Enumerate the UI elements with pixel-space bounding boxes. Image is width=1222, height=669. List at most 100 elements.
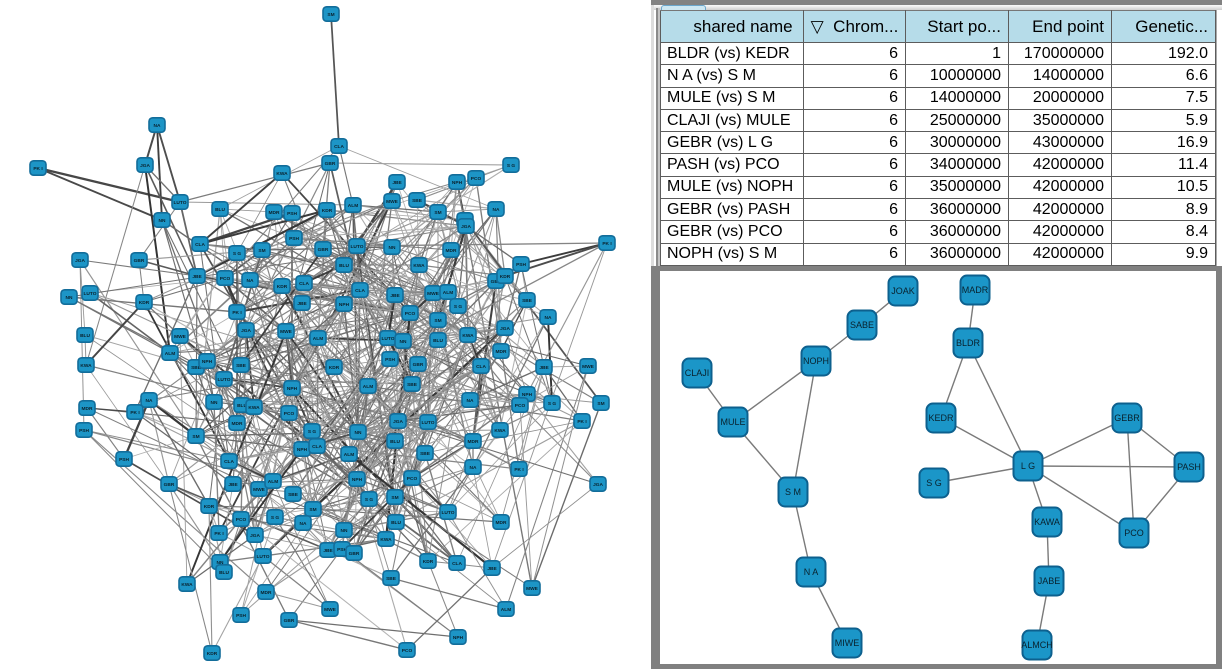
svg-text:ALM: ALM [165, 351, 175, 357]
svg-text:KDR: KDR [423, 559, 434, 565]
svg-text:SM: SM [597, 401, 604, 407]
svg-text:S G: S G [233, 251, 242, 257]
svg-text:NPH: NPH [202, 359, 213, 365]
svg-text:KWA: KWA [494, 428, 506, 434]
svg-text:MWE: MWE [174, 334, 187, 340]
svg-text:N A: N A [804, 567, 819, 577]
svg-text:LUTO: LUTO [218, 377, 231, 383]
svg-text:MDR: MDR [261, 590, 272, 596]
svg-text:NA: NA [247, 278, 254, 284]
svg-text:JBE: JBE [487, 566, 497, 572]
svg-text:MWE: MWE [427, 291, 440, 297]
svg-text:LUTO: LUTO [351, 244, 364, 250]
svg-text:SM: SM [258, 248, 265, 254]
svg-text:PCO: PCO [471, 176, 482, 182]
svg-text:PSH: PSH [289, 236, 299, 242]
svg-text:KDR: KDR [500, 274, 511, 280]
svg-text:BLU: BLU [433, 338, 443, 344]
svg-text:NN: NN [400, 339, 407, 345]
svg-text:KEDR: KEDR [928, 413, 954, 423]
svg-text:ALMCH: ALMCH [1021, 640, 1053, 650]
svg-text:NPH: NPH [297, 447, 308, 453]
svg-text:S G: S G [507, 163, 516, 169]
svg-text:MDR: MDR [269, 210, 280, 216]
svg-text:KWA: KWA [181, 582, 193, 588]
svg-text:SBE: SBE [412, 198, 423, 204]
svg-text:SBE: SBE [386, 576, 397, 582]
svg-text:SABE: SABE [850, 320, 874, 330]
svg-text:LUTO: LUTO [84, 291, 97, 297]
svg-text:PK I: PK I [577, 419, 587, 425]
svg-text:GBR: GBR [284, 618, 295, 624]
svg-text:GBR: GBR [491, 279, 502, 285]
svg-text:NPH: NPH [453, 635, 464, 641]
svg-text:NN: NN [66, 295, 73, 301]
svg-text:S G: S G [365, 497, 374, 503]
svg-text:LUTO: LUTO [442, 510, 455, 516]
svg-text:NA: NA [470, 465, 477, 471]
svg-text:JGA: JGA [500, 326, 510, 332]
svg-text:GBR: GBR [413, 362, 424, 368]
svg-text:S G: S G [548, 401, 557, 407]
svg-text:PCO: PCO [515, 403, 526, 409]
svg-text:PSH: PSH [236, 613, 246, 619]
svg-text:KWA: KWA [248, 405, 260, 411]
svg-text:PSH: PSH [516, 262, 526, 268]
svg-text:ALM: ALM [443, 290, 453, 296]
svg-text:PCO: PCO [1124, 528, 1144, 538]
svg-text:PK I: PK I [130, 410, 140, 416]
svg-text:KWA: KWA [80, 363, 92, 369]
svg-text:SM: SM [434, 210, 441, 216]
svg-text:PK I: PK I [214, 531, 224, 537]
svg-text:MDR: MDR [232, 421, 243, 427]
svg-text:ALM: ALM [363, 384, 373, 390]
svg-text:CLA: CLA [476, 364, 486, 370]
svg-text:NA: NA [467, 398, 474, 404]
svg-text:JBE: JBE [392, 180, 402, 186]
svg-text:PCO: PCO [402, 648, 413, 654]
svg-text:LUTO: LUTO [174, 200, 187, 206]
svg-text:NA: NA [154, 123, 161, 129]
svg-text:SBE: SBE [191, 365, 202, 371]
svg-text:NOPH: NOPH [803, 356, 829, 366]
svg-text:GBR: GBR [349, 551, 360, 557]
svg-text:KDR: KDR [277, 284, 288, 290]
svg-text:CLA: CLA [355, 288, 365, 294]
svg-text:KAWA: KAWA [1034, 517, 1060, 527]
svg-text:NPH: NPH [339, 302, 350, 308]
svg-text:NN: NN [389, 245, 396, 251]
svg-text:SM: SM [434, 318, 441, 324]
svg-text:SBE: SBE [420, 451, 431, 457]
svg-text:GBR: GBR [318, 247, 329, 253]
svg-text:ALM: ALM [344, 452, 354, 458]
svg-text:KWA: KWA [462, 333, 474, 339]
svg-text:NPH: NPH [287, 386, 298, 392]
svg-text:NN: NN [341, 528, 348, 534]
svg-text:CLA: CLA [224, 459, 234, 465]
svg-text:SBE: SBE [407, 382, 418, 388]
svg-text:SBE: SBE [288, 492, 299, 498]
svg-text:SM: SM [391, 495, 398, 501]
svg-text:JABE: JABE [1038, 576, 1061, 586]
svg-text:S G: S G [308, 429, 317, 435]
svg-text:MWE: MWE [253, 487, 266, 493]
svg-text:CLA: CLA [299, 281, 309, 287]
svg-text:PSH: PSH [287, 211, 297, 217]
svg-text:GBR: GBR [325, 161, 336, 167]
svg-text:PASH: PASH [1177, 462, 1201, 472]
svg-text:LUTO: LUTO [422, 420, 435, 426]
svg-text:JGA: JGA [241, 328, 251, 334]
svg-text:BLU: BLU [80, 333, 90, 339]
svg-text:ALM: ALM [313, 336, 323, 342]
svg-text:MWE: MWE [324, 607, 337, 613]
svg-text:NN: NN [159, 218, 166, 224]
svg-text:SM: SM [192, 434, 199, 440]
svg-text:MWE: MWE [582, 364, 595, 370]
svg-text:MWE: MWE [526, 586, 539, 592]
svg-text:PCO: PCO [220, 276, 231, 282]
svg-text:S G: S G [926, 478, 942, 488]
svg-text:ALM: ALM [348, 203, 358, 209]
svg-text:NPH: NPH [522, 392, 533, 398]
svg-text:JBE: JBE [297, 301, 307, 307]
svg-text:PK I: PK I [232, 310, 242, 316]
